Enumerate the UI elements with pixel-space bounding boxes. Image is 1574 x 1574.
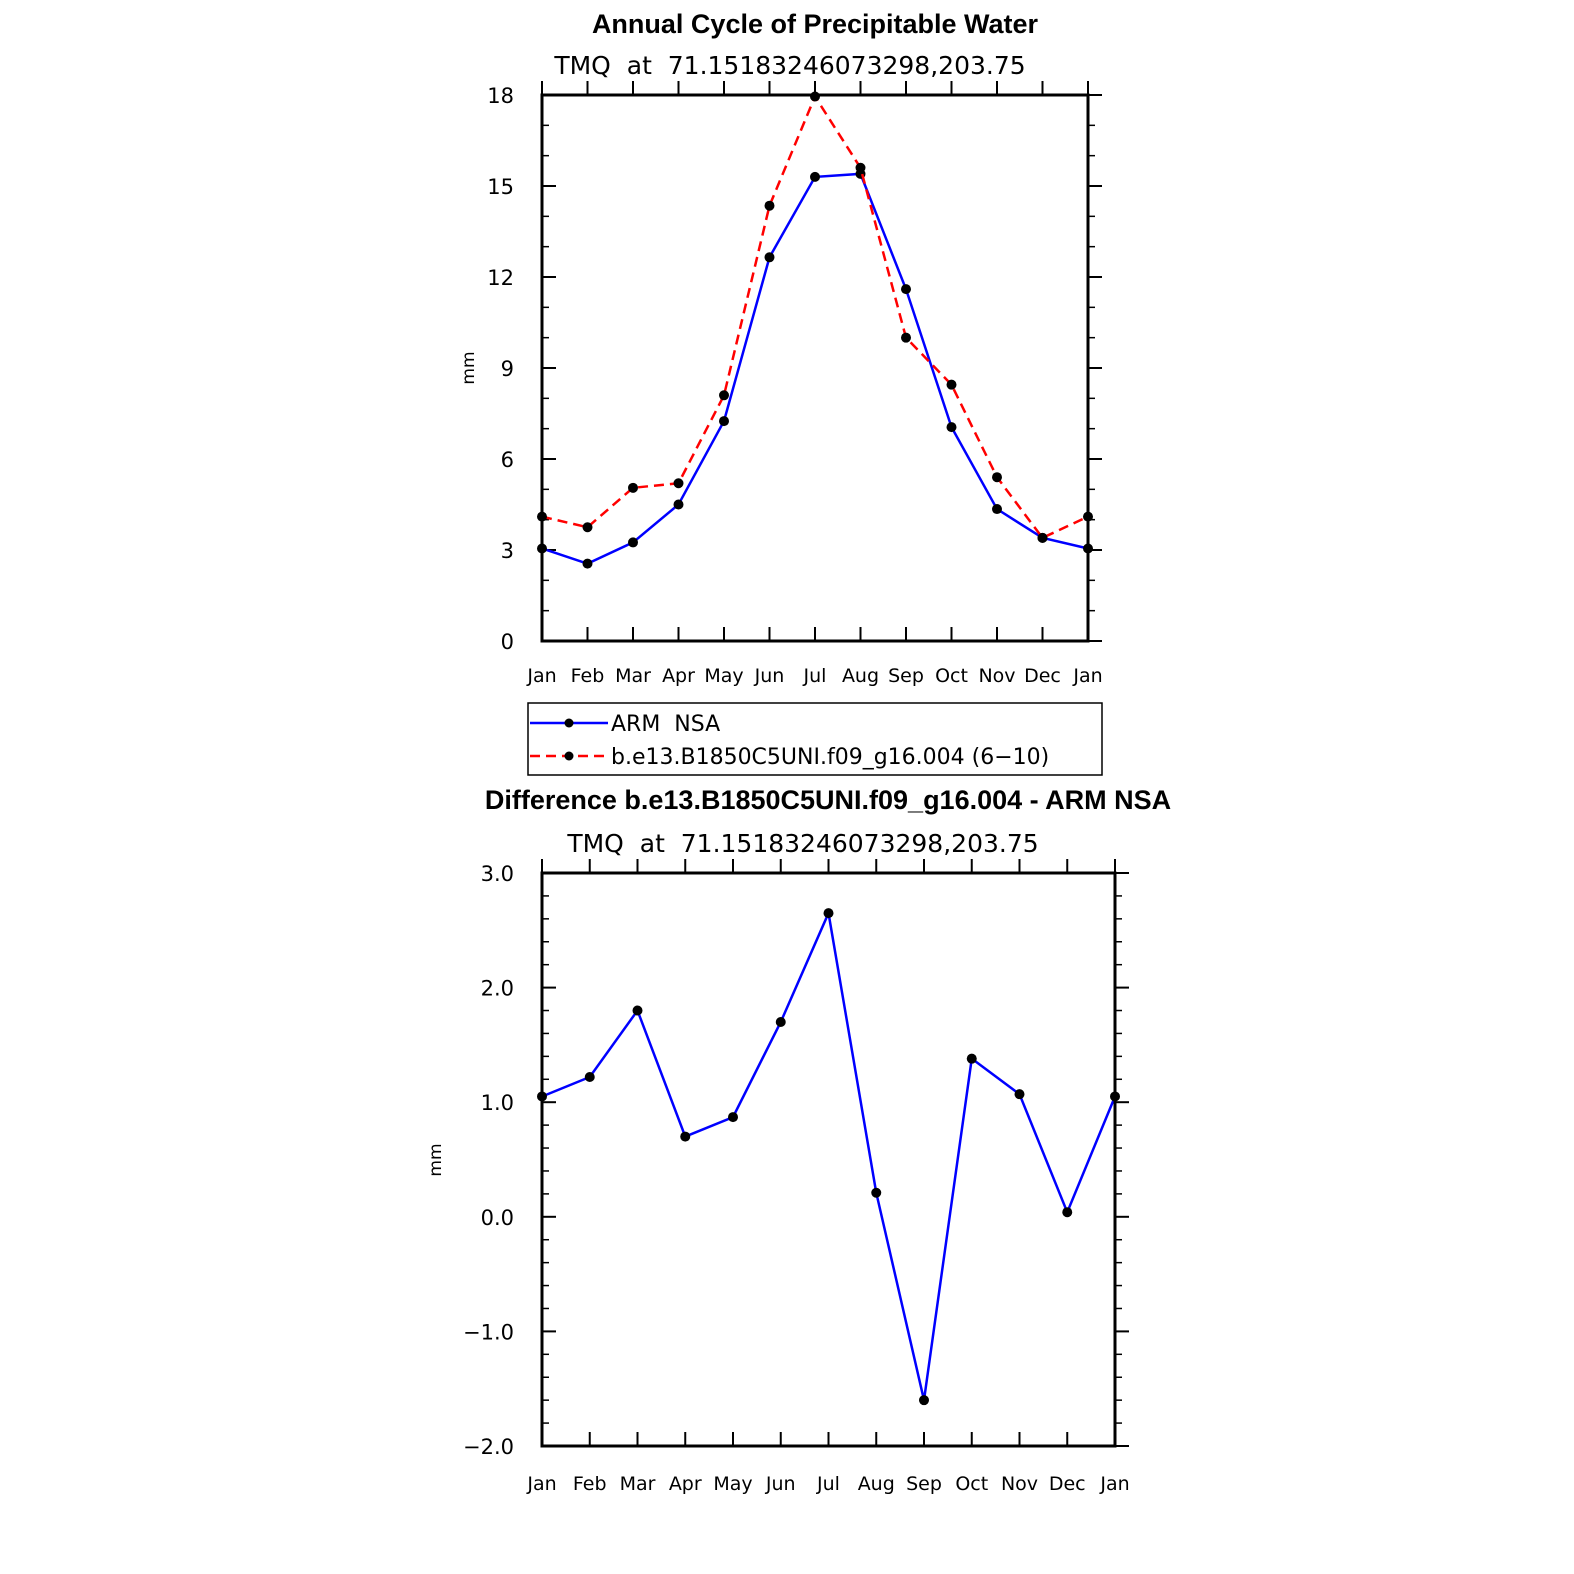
y-tick-label: 6: [501, 448, 514, 472]
y-tick-label: −2.0: [463, 1435, 514, 1459]
chart-2-series: [537, 908, 1120, 1406]
x-tick-label: Aug: [842, 665, 879, 687]
x-tick-label: Mar: [620, 1473, 656, 1495]
chart-1-ylabel: mm: [459, 351, 479, 384]
chart-2-y-tick-labels: −2.0 −1.0 0.0 1.0 2.0 3.0: [463, 862, 514, 1459]
x-tick-label: Feb: [573, 1473, 607, 1495]
data-point-1: [719, 390, 729, 401]
x-tick-label: Jan: [1099, 1473, 1129, 1495]
data-point-1: [901, 332, 911, 343]
y-tick-label: 15: [487, 175, 514, 199]
legend-label-arm-nsa: ARM NSA: [611, 712, 720, 737]
data-point-0: [673, 499, 684, 510]
chart-2-plot-frame: [540, 871, 1117, 1448]
chart-2-subtitle: TMQ at 71.15183246073298,203.75: [566, 829, 1038, 858]
series-line-0: [541, 908, 1117, 1401]
data-point-0: [632, 1005, 643, 1016]
data-point-0: [764, 252, 775, 263]
legend-entry-arm-nsa: ARM NSA: [530, 712, 720, 737]
chart-1-y-tick-labels: 0 3 6 9 12 15 18: [487, 84, 514, 654]
x-tick-label: Oct: [935, 665, 968, 687]
data-point-0: [901, 284, 911, 295]
legend-box: [527, 702, 1103, 776]
x-tick-label: Nov: [978, 665, 1015, 687]
data-point-1: [855, 162, 866, 173]
x-tick-label: Sep: [888, 665, 924, 687]
legend-marker-model: [564, 751, 574, 761]
data-point-1: [810, 91, 820, 102]
x-tick-label: Aug: [858, 1473, 895, 1495]
y-tick-label: 0.0: [481, 1206, 514, 1230]
data-point-0: [946, 422, 957, 433]
data-point-1: [628, 482, 638, 493]
legend: ARM NSA b.e13.B1850C5UNI.f09_g16.004 (6−…: [527, 702, 1103, 776]
x-tick-label: Jun: [765, 1473, 796, 1495]
data-point-0: [628, 537, 638, 548]
data-point-0: [584, 1071, 595, 1082]
chart-1-title: Annual Cycle of Precipitable Water: [592, 9, 1039, 39]
y-tick-label: 3: [501, 539, 514, 563]
data-point-1: [946, 379, 957, 390]
x-tick-label: Mar: [615, 665, 651, 687]
difference-chart: Difference b.e13.B1850C5UNI.f09_g16.004 …: [426, 785, 1171, 1495]
chart-1-subtitle: TMQ at 71.15183246073298,203.75: [553, 51, 1025, 80]
chart-1-plot-frame: [540, 93, 1090, 643]
data-point-0: [719, 416, 729, 427]
data-point-0: [1014, 1089, 1025, 1100]
x-tick-label: Apr: [669, 1473, 702, 1495]
data-point-1: [992, 472, 1002, 483]
x-tick-label: Jan: [526, 1473, 556, 1495]
y-tick-label: 18: [487, 84, 514, 108]
x-tick-label: Jan: [526, 665, 556, 687]
x-tick-label: May: [713, 1473, 752, 1495]
y-tick-label: −1.0: [463, 1320, 514, 1344]
data-point-0: [992, 504, 1002, 515]
data-point-0: [680, 1131, 691, 1142]
data-point-0: [919, 1395, 929, 1406]
y-tick-label: 3.0: [481, 862, 514, 886]
chart-1-x-tick-labels: Jan Feb Mar Apr May Jun Jul Aug Sep Oct Nov Dec Jan: [526, 665, 1102, 687]
data-point-0: [810, 171, 820, 182]
legend-label-model: b.e13.B1850C5UNI.f09_g16.004 (6−10): [611, 745, 1049, 770]
data-point-0: [966, 1053, 977, 1064]
x-tick-label: Nov: [1001, 1473, 1038, 1495]
data-point-0: [823, 908, 834, 919]
data-point-1: [673, 478, 684, 489]
data-point-0: [871, 1187, 882, 1198]
legend-marker-arm-nsa: [564, 718, 574, 728]
y-tick-label: 0: [501, 630, 514, 654]
x-tick-label: Sep: [906, 1473, 942, 1495]
x-tick-label: Jun: [754, 665, 785, 687]
chart-1-ticks: [541, 81, 1102, 642]
data-point-0: [728, 1112, 738, 1123]
chart-1-series: [537, 91, 1093, 569]
y-tick-label: 9: [501, 357, 514, 381]
data-point-1: [764, 200, 775, 211]
x-tick-label: Feb: [571, 665, 605, 687]
annual-cycle-chart: Annual Cycle of Precipitable Water TMQ a…: [459, 9, 1103, 687]
x-tick-label: Dec: [1049, 1473, 1086, 1495]
x-tick-label: May: [704, 665, 743, 687]
chart-2-ylabel: mm: [426, 1143, 446, 1176]
chart-2-title: Difference b.e13.B1850C5UNI.f09_g16.004 …: [485, 785, 1171, 815]
data-point-0: [582, 558, 593, 569]
y-tick-label: 2.0: [481, 977, 514, 1001]
y-tick-label: 1.0: [481, 1091, 514, 1115]
data-point-1: [582, 522, 593, 533]
x-tick-label: Jul: [803, 665, 827, 687]
x-tick-label: Jan: [1072, 665, 1102, 687]
series-line-0: [541, 172, 1089, 565]
y-tick-label: 12: [487, 266, 514, 290]
x-tick-label: Jul: [816, 1473, 840, 1495]
x-tick-label: Oct: [955, 1473, 988, 1495]
data-point-0: [775, 1016, 786, 1027]
chart-2-x-tick-labels: Jan Feb Mar Apr May Jun Jul Aug Sep Oct Nov Dec Jan: [526, 1473, 1129, 1495]
x-tick-label: Apr: [662, 665, 695, 687]
data-point-0: [1062, 1207, 1073, 1218]
x-tick-label: Dec: [1024, 665, 1061, 687]
data-point-1: [1037, 532, 1048, 543]
legend-entry-model: b.e13.B1850C5UNI.f09_g16.004 (6−10): [530, 745, 1049, 770]
series-line-1: [541, 93, 1089, 540]
